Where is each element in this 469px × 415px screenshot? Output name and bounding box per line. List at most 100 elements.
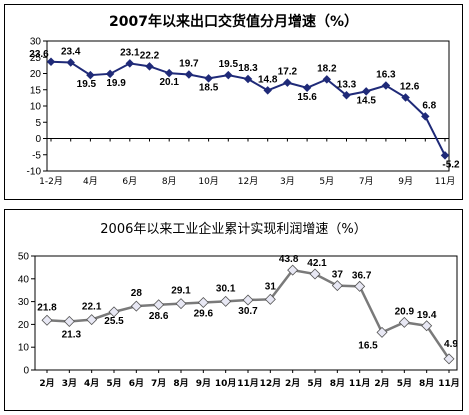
x-tick-label: 9月: [196, 378, 211, 389]
x-tick-label: 11月: [349, 378, 371, 389]
export-growth-chart-panel: 2007年以来出口交货值分月增速（%） -10 -5 0 5 10 15 20 25 30 1-2…: [4, 4, 463, 200]
y-tick-label: 0: [35, 134, 41, 145]
data-point: [63, 315, 75, 327]
data-label: 22.1: [82, 302, 102, 313]
x-tick-label: 6月: [122, 176, 137, 187]
data-label: 23.6: [29, 49, 49, 60]
data-label: 23.1: [120, 47, 140, 58]
data-label: 6.8: [422, 100, 436, 111]
data-label: 19.4: [417, 310, 437, 321]
data-label: 25.5: [104, 316, 124, 327]
x-tick-label: 11月: [435, 176, 455, 187]
export-growth-line-chart: -10 -5 0 5 10 15 20 25 30 1-2月 4月 6月 8月 10月 12月 3月 5月 7月 9…: [27, 37, 461, 188]
data-point: [309, 268, 321, 280]
data-label: 13.3: [337, 79, 357, 90]
data-label: 29.6: [194, 309, 214, 320]
data-label: 14.8: [258, 74, 278, 85]
y-tick-label: -10: [27, 167, 42, 178]
data-label: 19.9: [106, 78, 126, 89]
plot-area: [46, 40, 450, 172]
x-tick-label: 3月: [280, 176, 295, 187]
data-point: [376, 326, 388, 338]
y-tick-label: 50: [18, 252, 30, 263]
x-tick-label: 11月: [438, 378, 460, 389]
chart-title: 2006年以来工业企业累计实现利润增速（%）: [100, 222, 367, 237]
data-label: 42.1: [307, 258, 327, 269]
data-point: [41, 314, 53, 326]
data-label: 31: [265, 281, 277, 292]
data-label: 19.7: [179, 58, 199, 69]
chart-title: 2007年以来出口交货值分月增速（%）: [109, 14, 358, 30]
data-point: [401, 93, 410, 102]
data-point: [46, 57, 56, 67]
x-tick-label: 8月: [162, 176, 177, 187]
y-tick-label: 20: [30, 69, 42, 80]
data-point: [361, 87, 371, 96]
y-tick-label: 30: [18, 297, 30, 308]
x-tick-label: 8月: [173, 378, 188, 389]
x-tick-label: 10月: [198, 176, 218, 187]
data-point: [287, 264, 299, 276]
data-label: 43.8: [279, 254, 299, 265]
data-label: 4.9: [444, 339, 458, 350]
data-point: [381, 81, 391, 90]
y-tick-label: 15: [30, 85, 42, 96]
data-point: [354, 280, 366, 292]
data-label: 18.5: [199, 82, 219, 93]
data-point: [105, 69, 115, 79]
x-tick-label: 5月: [319, 176, 334, 187]
x-tick-label: 2月: [285, 378, 300, 389]
data-point: [440, 151, 450, 160]
x-tick-label: 3月: [62, 378, 77, 389]
x-tick-label: 4月: [83, 176, 98, 187]
data-point: [220, 295, 232, 307]
y-tick-label: 20: [18, 320, 30, 331]
x-tick-label: 5月: [106, 378, 121, 389]
x-tick-label: 11月: [237, 378, 259, 389]
data-point: [184, 70, 194, 79]
data-point: [264, 293, 276, 305]
x-tick-label: 1-2月: [39, 176, 63, 187]
x-tick-label: 7月: [359, 176, 374, 187]
data-point: [204, 74, 213, 83]
data-label: 28: [131, 288, 143, 299]
data-label: 18.2: [317, 63, 337, 74]
data-label: 30.7: [238, 306, 258, 317]
data-point: [322, 75, 332, 84]
x-tick-label: 5月: [307, 378, 322, 389]
y-tick-label: 25: [30, 53, 42, 64]
x-tick-label: 8月: [419, 378, 434, 389]
data-point: [421, 320, 433, 332]
data-label: 21.3: [62, 329, 82, 340]
data-label: 12.6: [400, 82, 420, 93]
data-point: [125, 59, 135, 68]
data-label: 20.1: [159, 77, 179, 88]
y-tick-label: 10: [30, 102, 42, 113]
data-label: 23.4: [61, 46, 81, 57]
data-point: [86, 70, 95, 80]
data-point: [342, 91, 351, 100]
y-tick-label: 40: [18, 274, 30, 285]
data-label: 16.5: [358, 340, 378, 351]
data-point: [197, 296, 209, 309]
data-point: [145, 62, 154, 71]
plot-area: [34, 255, 458, 371]
data-point: [86, 314, 98, 326]
data-point: [224, 70, 233, 80]
data-label: 30.1: [216, 283, 236, 294]
data-label: 21.8: [37, 302, 57, 313]
data-label: -5.2: [442, 159, 460, 170]
data-label: 16.3: [376, 70, 396, 81]
y-tick-label: 30: [30, 37, 42, 48]
x-tick-label: 12月: [260, 378, 282, 389]
data-label: 17.2: [278, 67, 298, 78]
data-label: 20.9: [395, 306, 415, 317]
data-point: [302, 83, 312, 93]
data-point: [175, 298, 187, 310]
data-point: [153, 299, 165, 311]
x-tick-label: 4月: [84, 378, 99, 389]
data-label: 22.2: [140, 50, 160, 61]
x-tick-label: 12月: [238, 176, 258, 187]
x-tick-label: 9月: [398, 176, 413, 187]
